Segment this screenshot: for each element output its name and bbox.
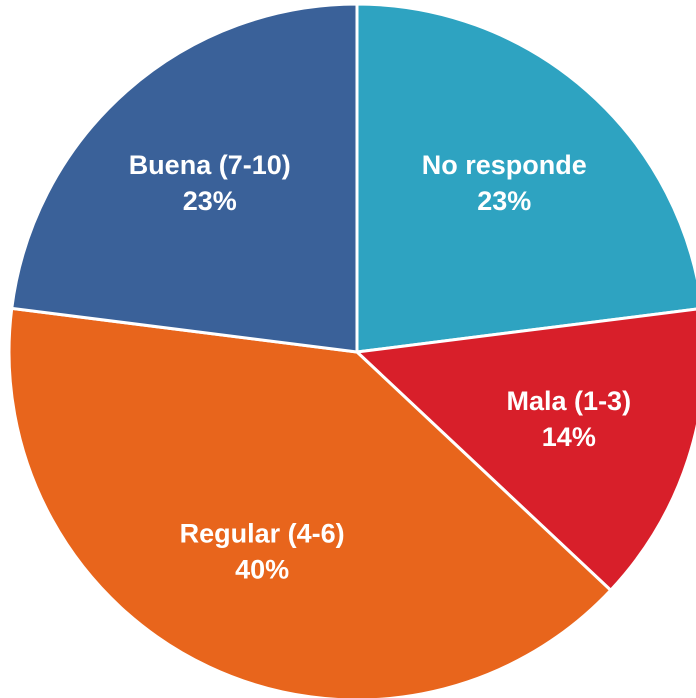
pie-slice bbox=[353, 307, 696, 593]
slice-value-label: 23% bbox=[477, 186, 531, 216]
slice-label: Mala (1-3) bbox=[507, 386, 632, 416]
slice-label: Regular (4-6) bbox=[180, 519, 345, 549]
slice-label: No responde bbox=[422, 150, 587, 180]
slice-value-label: 23% bbox=[183, 186, 237, 216]
pie-slice bbox=[10, 2, 359, 354]
pie-slice bbox=[7, 306, 613, 698]
pie-slice bbox=[355, 2, 696, 354]
slice-label: Buena (7-10) bbox=[129, 150, 291, 180]
slice-value-label: 40% bbox=[235, 555, 289, 585]
slice-value-label: 14% bbox=[542, 422, 596, 452]
